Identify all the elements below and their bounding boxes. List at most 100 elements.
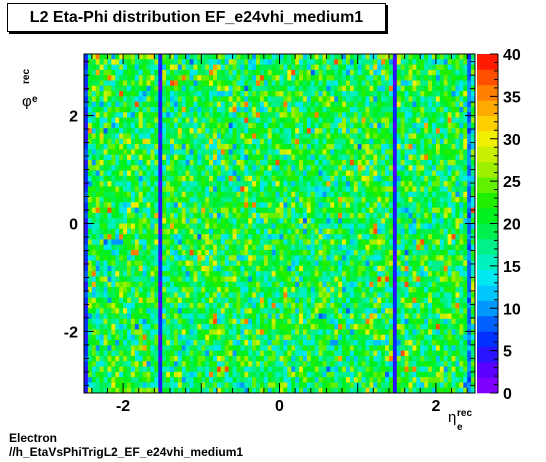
heatmap-cell: [185, 361, 190, 367]
heatmap-cell: [259, 122, 265, 129]
heatmap-cell: [314, 128, 319, 134]
heatmap-cell: [123, 69, 128, 76]
heatmap-cell: [181, 159, 187, 166]
heatmap-cell: [283, 170, 288, 177]
heatmap-cell: [299, 138, 304, 145]
heatmap-cell: [306, 223, 312, 230]
heatmap-cell: [244, 154, 249, 161]
heatmap-cell: [228, 287, 233, 293]
heatmap-cell: [361, 91, 366, 97]
heatmap-cell: [373, 91, 378, 97]
heatmap-cell: [197, 181, 202, 187]
heatmap-cell: [220, 159, 226, 166]
heatmap-cell: [369, 382, 374, 389]
heatmap-cell: [310, 387, 316, 394]
heatmap-cell: [248, 276, 253, 283]
heatmap-cell: [142, 228, 147, 235]
heatmap-cell: [252, 207, 257, 214]
heatmap-cell: [349, 361, 355, 367]
heatmap-cell: [185, 234, 190, 240]
heatmap-cell: [107, 191, 112, 198]
heatmap-cell: [95, 133, 100, 140]
heatmap-cell: [259, 345, 265, 351]
heatmap-cell: [209, 106, 214, 113]
heatmap-cell: [256, 387, 261, 394]
heatmap-cell: [181, 133, 187, 140]
heatmap-cell: [166, 228, 171, 235]
heatmap-cell: [322, 302, 327, 309]
heatmap-cell: [283, 382, 288, 389]
heatmap-cell: [150, 159, 155, 166]
heatmap-cell: [318, 292, 323, 299]
heatmap-cell: [228, 69, 233, 76]
heatmap-cell: [197, 382, 202, 389]
heatmap-cell: [377, 297, 382, 304]
heatmap-cell: [248, 75, 253, 81]
heatmap-cell: [111, 181, 116, 187]
heatmap-cell: [134, 218, 140, 224]
heatmap-cell: [377, 318, 382, 325]
heatmap-cell: [181, 165, 187, 171]
heatmap-cell: [252, 191, 257, 198]
heatmap-cell: [310, 149, 316, 155]
heatmap-cell: [232, 207, 237, 214]
heatmap-cell: [220, 329, 226, 336]
heatmap-cell: [224, 382, 230, 389]
heatmap-cell: [342, 377, 347, 383]
heatmap-cell: [314, 197, 319, 203]
heatmap-cell: [369, 302, 374, 309]
heatmap-cell: [177, 234, 183, 240]
heatmap-cell: [310, 80, 316, 87]
heatmap-cell: [216, 324, 222, 330]
heatmap-cell: [158, 334, 163, 341]
heatmap-cell: [216, 117, 222, 124]
heatmap-cell: [369, 128, 374, 134]
heatmap-cell: [326, 271, 331, 277]
heatmap-cell: [127, 223, 132, 230]
heatmap-cell: [353, 75, 359, 81]
heatmap-cell: [84, 149, 89, 155]
heatmap-cell: [330, 80, 335, 87]
heatmap-cell: [119, 96, 124, 103]
heatmap-cell: [99, 159, 104, 166]
heatmap-cell: [369, 260, 374, 267]
heatmap-cell: [302, 149, 308, 155]
heatmap-cell: [279, 202, 284, 208]
heatmap-cell: [361, 106, 366, 113]
heatmap-cell: [220, 249, 226, 256]
heatmap-cell: [271, 181, 276, 187]
heatmap-cell: [127, 366, 132, 373]
heatmap-cell: [205, 197, 210, 203]
heatmap-cell: [216, 377, 222, 383]
heatmap-cell: [170, 186, 175, 193]
heatmap-cell: [283, 191, 288, 198]
heatmap-cell: [111, 149, 116, 155]
heatmap-cell: [299, 112, 304, 118]
heatmap-cell: [365, 366, 370, 373]
heatmap-cell: [252, 85, 257, 92]
heatmap-cell: [107, 85, 112, 92]
heatmap-cell: [154, 260, 159, 267]
heatmap-cell: [150, 191, 155, 198]
heatmap-cell: [193, 329, 198, 336]
heatmap-cell: [158, 329, 163, 336]
heatmap-cell: [267, 54, 273, 60]
heatmap-cell: [267, 144, 273, 150]
heatmap-cell: [365, 265, 370, 272]
heatmap-cell: [275, 106, 280, 113]
heatmap-cell: [365, 371, 370, 378]
heatmap-cell: [377, 112, 382, 118]
heatmap-cell: [220, 234, 226, 240]
heatmap-cell: [377, 371, 382, 378]
heatmap-cell: [87, 249, 93, 256]
heatmap-cell: [201, 334, 206, 341]
heatmap-cell: [279, 345, 284, 351]
heatmap-cell: [373, 324, 378, 330]
heatmap-cell: [318, 287, 323, 293]
heatmap-cell: [127, 387, 132, 394]
heatmap-cell: [84, 361, 89, 367]
heatmap-cell: [166, 175, 171, 182]
heatmap-cell: [240, 191, 245, 198]
heatmap-cell: [357, 149, 362, 155]
heatmap-cell: [373, 144, 378, 150]
